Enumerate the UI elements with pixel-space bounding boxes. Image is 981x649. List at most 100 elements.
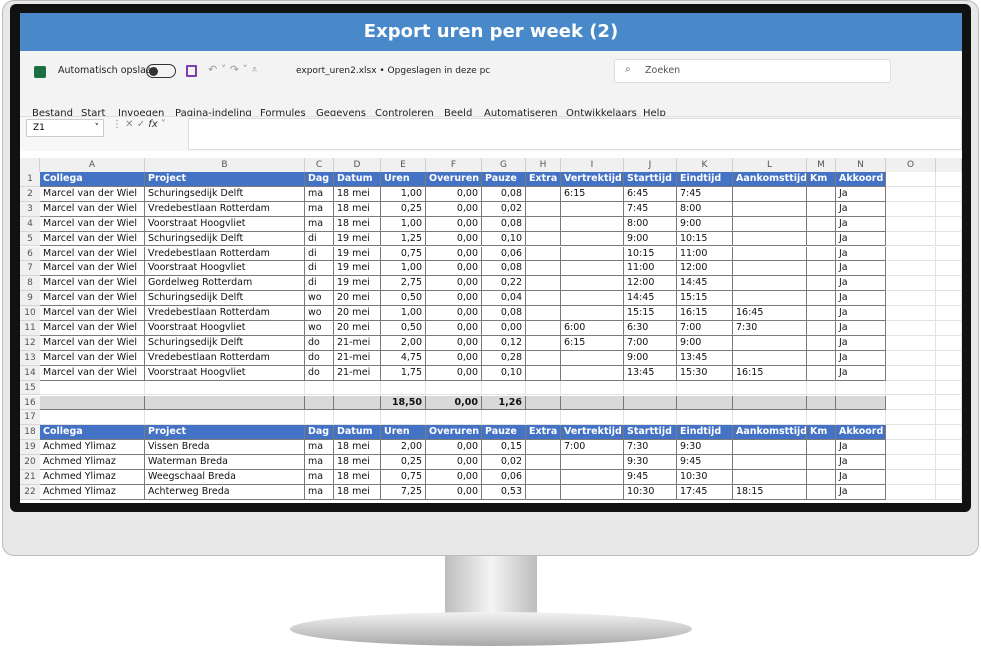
cell: Vissen Breda xyxy=(145,440,305,456)
cell: 7:00 xyxy=(561,440,624,456)
autosave-label: Automatisch opslaan xyxy=(58,65,158,76)
cell: 15:15 xyxy=(677,291,733,307)
row-header: 21 xyxy=(20,470,40,485)
cell xyxy=(526,321,561,336)
cell: Ja xyxy=(836,276,886,292)
cell: 0,53 xyxy=(482,484,526,500)
cell xyxy=(886,365,936,381)
cell: 18 mei xyxy=(334,440,381,456)
cell xyxy=(807,321,836,336)
menu-tab[interactable]: Formules xyxy=(260,108,306,119)
cell: Marcel van der Wiel xyxy=(40,276,145,292)
cell xyxy=(526,410,561,426)
cell: 1,00 xyxy=(381,186,426,202)
cell xyxy=(40,410,145,426)
cell: 19 mei xyxy=(334,276,381,292)
cell: Achmed Ylimaz xyxy=(40,470,145,485)
menu-tab[interactable]: Gegevens xyxy=(316,108,367,119)
cell: 0,02 xyxy=(482,201,526,217)
cell: ma xyxy=(305,455,334,470)
cell xyxy=(936,455,962,470)
cell: 0,08 xyxy=(482,306,526,321)
menu-tab[interactable]: Bestand xyxy=(32,108,73,119)
cell: 9:45 xyxy=(624,470,677,485)
autosave-toggle[interactable] xyxy=(146,64,176,78)
table-header-cell: Pauze xyxy=(482,425,526,441)
cell xyxy=(733,186,807,202)
cell xyxy=(561,261,624,277)
menu-tab[interactable]: Help xyxy=(643,108,666,119)
cell: do xyxy=(305,335,334,351)
undo-redo[interactable]: ↶ ˅ ↷ ˅ ⩡ xyxy=(208,63,258,76)
row-header: 18 xyxy=(20,425,40,441)
cell: ma xyxy=(305,470,334,485)
menu-tab[interactable]: Controleren xyxy=(375,108,434,119)
cell xyxy=(334,395,381,411)
name-box[interactable]: Z1 ˅ xyxy=(26,119,104,137)
cell xyxy=(526,216,561,232)
formula-input[interactable] xyxy=(188,118,962,150)
cell: 0,08 xyxy=(482,186,526,202)
menu-tab[interactable]: Pagina-indeling xyxy=(175,108,252,119)
cell xyxy=(886,380,936,396)
save-button[interactable] xyxy=(186,65,197,77)
menu-tab[interactable]: Automatiseren xyxy=(484,108,558,119)
cell xyxy=(886,455,936,470)
menu-tab[interactable]: Start xyxy=(81,108,106,119)
cell: wo xyxy=(305,291,334,307)
cell xyxy=(886,201,936,217)
cell: Ja xyxy=(836,484,886,500)
column-header: J xyxy=(624,158,677,172)
cell xyxy=(677,410,733,426)
table-header-cell: Starttijd xyxy=(624,425,677,441)
column-header: H xyxy=(526,158,561,172)
cell: 19 mei xyxy=(334,261,381,277)
table-header-cell: Extra xyxy=(526,425,561,441)
cell: ma xyxy=(305,201,334,217)
cell: 2,00 xyxy=(381,335,426,351)
cell xyxy=(936,380,962,396)
row-header: 10 xyxy=(20,306,40,321)
row-header: 17 xyxy=(20,410,40,426)
cell: wo xyxy=(305,306,334,321)
cell xyxy=(807,335,836,351)
cell xyxy=(936,321,962,336)
row-header: 6 xyxy=(20,246,40,262)
cell: di xyxy=(305,261,334,277)
cell xyxy=(733,380,807,396)
cell: 0,10 xyxy=(482,231,526,247)
table-header-cell: Km xyxy=(807,172,836,187)
cell: 18 mei xyxy=(334,201,381,217)
cell: Schuringsedijk Delft xyxy=(145,231,305,247)
cell xyxy=(936,246,962,262)
cell: 11:00 xyxy=(624,261,677,277)
cell xyxy=(526,306,561,321)
cell xyxy=(561,470,624,485)
search-placeholder: Zoeken xyxy=(645,65,681,76)
menu-tab[interactable]: Ontwikkelaars xyxy=(566,108,637,119)
table-header-cell: Collega xyxy=(40,425,145,441)
cell: ma xyxy=(305,216,334,232)
cell: 18 mei xyxy=(334,186,381,202)
column-header: O xyxy=(886,158,936,172)
cell: 18 mei xyxy=(334,216,381,232)
cell xyxy=(677,380,733,396)
cell: 6:45 xyxy=(624,186,677,202)
menu-tab[interactable]: Beeld xyxy=(444,108,473,119)
table-header-cell: Uren xyxy=(381,425,426,441)
cell: Ja xyxy=(836,455,886,470)
cell: 19 mei xyxy=(334,231,381,247)
column-header: K xyxy=(677,158,733,172)
search-box[interactable]: ⌕ Zoeken xyxy=(614,59,891,83)
file-name[interactable]: export_uren2.xlsx • Opgeslagen in deze p… xyxy=(296,66,491,76)
cell xyxy=(677,395,733,411)
cell: 10:15 xyxy=(677,231,733,247)
cell: 15:30 xyxy=(677,365,733,381)
cell: 0,00 xyxy=(426,321,482,336)
menu-tab[interactable]: Invoegen xyxy=(118,108,165,119)
cell xyxy=(807,350,836,366)
cell: Ja xyxy=(836,186,886,202)
cell: 21-mei xyxy=(334,335,381,351)
column-header xyxy=(936,158,962,172)
cell: 19 mei xyxy=(334,246,381,262)
